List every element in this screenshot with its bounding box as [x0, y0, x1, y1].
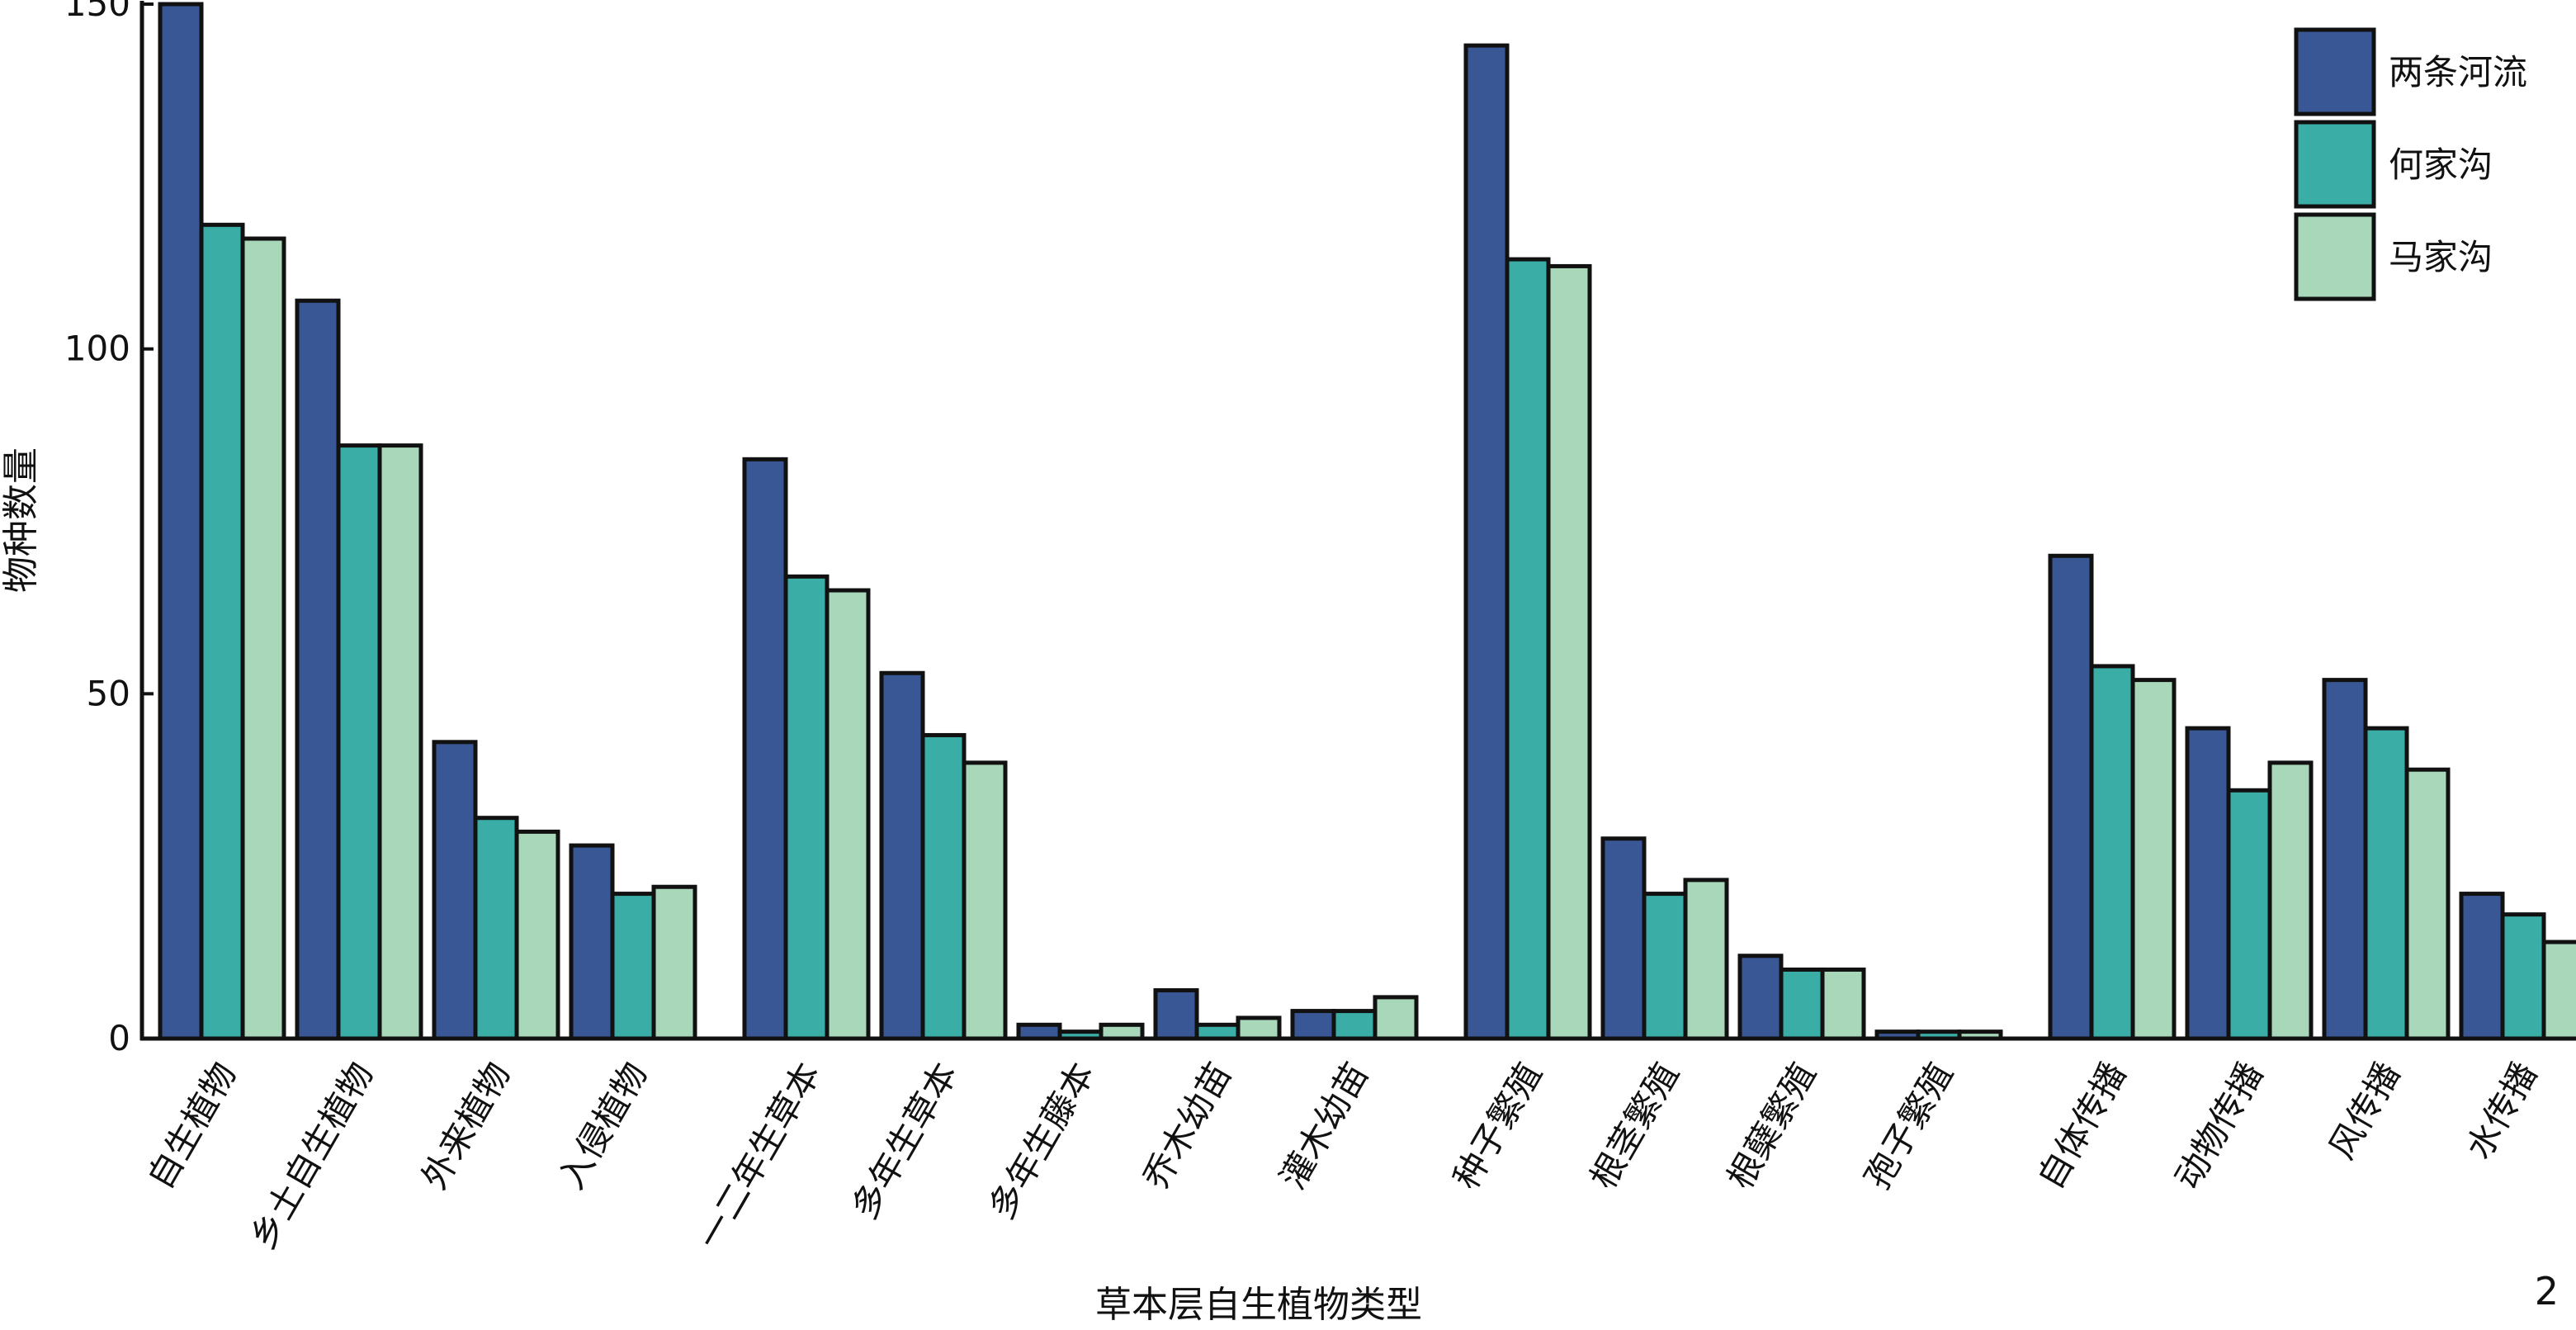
legend-label: 何家沟: [2389, 144, 2493, 185]
bar: [569, 843, 615, 1041]
x-category-label: 多年生草本: [844, 1056, 965, 1226]
axes-layer: [139, 1, 2576, 1041]
x-category-label: 自生植物: [139, 1056, 243, 1196]
bar: [2363, 726, 2409, 1041]
bar: [1600, 836, 1647, 1041]
x-category-label: 动物传播: [2167, 1056, 2271, 1196]
bar: [2185, 726, 2231, 1041]
bar: [651, 884, 697, 1041]
bar: [2459, 892, 2505, 1041]
bar: [879, 670, 925, 1041]
bar: [514, 829, 560, 1041]
x-category-label: 根茎繁殖: [1582, 1056, 1686, 1196]
bar: [1099, 1022, 1145, 1041]
bar: [377, 443, 423, 1041]
bar: [1373, 995, 1419, 1041]
x-category-label: 水传播: [2458, 1056, 2545, 1167]
x-category-label: 灌木幼苗: [1272, 1056, 1376, 1196]
bar: [2048, 553, 2094, 1041]
x-category-label: 风传播: [2321, 1056, 2408, 1167]
bar: [825, 588, 871, 1041]
bar: [742, 457, 788, 1041]
bar: [2500, 912, 2546, 1041]
x-category-label: 乡土自生植物: [242, 1056, 380, 1257]
bar: [199, 222, 245, 1041]
bar: [1642, 892, 1688, 1041]
bar: [1194, 1022, 1241, 1041]
x-category-label: 根蘖繁殖: [1719, 1056, 1823, 1196]
y-tick-label: 100: [64, 329, 130, 369]
bar: [1236, 1015, 1282, 1041]
bar: [1779, 967, 1825, 1041]
x-category-label: 自体传播: [2030, 1056, 2134, 1196]
bar: [1331, 1009, 1378, 1041]
x-axis-title: 草本层自生植物类型: [1095, 1284, 1422, 1326]
bar: [432, 740, 478, 1041]
legend-swatch: [2294, 27, 2376, 116]
bar: [473, 816, 519, 1041]
bar: [2322, 678, 2368, 1041]
y-axis-title: 物种数量: [0, 447, 42, 593]
x-category-label: 外来植物: [414, 1056, 518, 1196]
bar: [920, 732, 967, 1041]
y-tick-label: 0: [108, 1018, 130, 1058]
bar: [336, 443, 382, 1041]
legend-swatch: [2294, 120, 2376, 209]
x-category-label: 孢子繁殖: [1856, 1056, 1960, 1196]
bar: [240, 236, 286, 1041]
bar: [2267, 760, 2314, 1041]
bar: [1505, 257, 1551, 1041]
y-tick-label: 150: [64, 0, 130, 24]
bar: [2130, 678, 2177, 1041]
legend-label: 马家沟: [2389, 237, 2493, 277]
bar: [783, 574, 830, 1041]
x-category-label: 一二年生草本: [689, 1056, 828, 1257]
bar: [1546, 263, 1592, 1041]
bar: [295, 298, 341, 1041]
bars-layer: [158, 2, 2576, 1041]
y-tick-label: 50: [87, 673, 130, 713]
legend-swatch: [2294, 212, 2376, 301]
bar: [610, 892, 656, 1041]
bar: [1683, 878, 1729, 1041]
bar: [2226, 788, 2272, 1041]
x-category-label: 乔木幼苗: [1135, 1056, 1239, 1196]
bar: [1153, 988, 1199, 1041]
bar: [2089, 664, 2135, 1041]
y-tick-labels: 0 50 100 150: [64, 0, 154, 1058]
bar: [2404, 767, 2451, 1041]
x-category-label: 种子繁殖: [1445, 1056, 1549, 1196]
bar: [2541, 940, 2576, 1041]
bar: [962, 760, 1008, 1041]
bar: [1016, 1022, 1062, 1041]
legend-label: 两条河流: [2389, 52, 2527, 92]
x-category-label: 入侵植物: [551, 1056, 655, 1196]
bar: [1737, 954, 1784, 1041]
bar: [1820, 967, 1866, 1041]
panel-label: 2: [2535, 1269, 2559, 1313]
x-category-label: 多年生藤本: [981, 1056, 1102, 1226]
bar: [158, 2, 204, 1041]
bar: [1290, 1009, 1336, 1041]
bar: [1463, 43, 1510, 1041]
